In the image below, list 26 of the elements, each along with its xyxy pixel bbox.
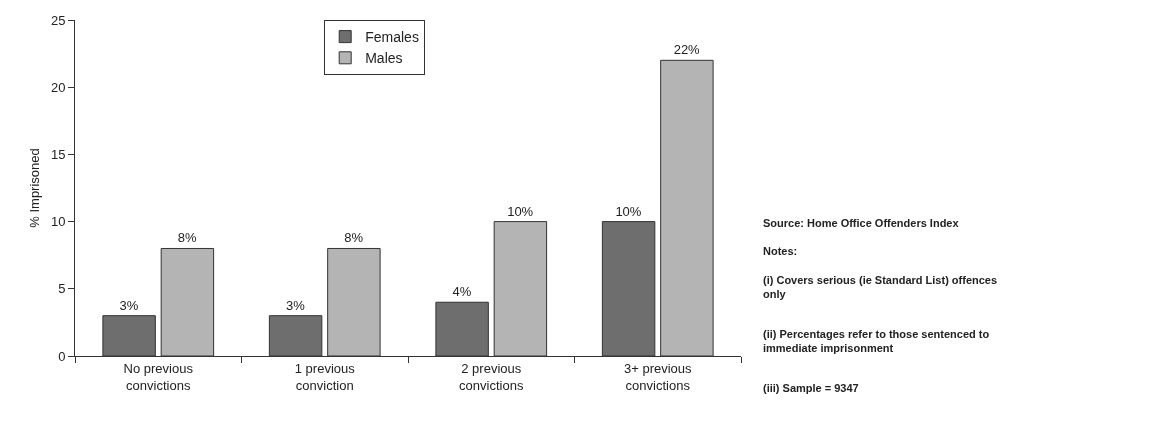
data-label: 3% (119, 297, 139, 313)
x-tick-label: 3+ previous convictions (623, 360, 693, 393)
data-label: 4% (452, 284, 472, 300)
source-note: Source: Home Office Offenders Index (763, 217, 960, 229)
x-tick-label: 2 previous convictions (459, 360, 524, 393)
x-tick-label: No previous convictions (123, 360, 194, 393)
y-tick-label: 0 (58, 348, 66, 364)
data-label: 10% (507, 203, 534, 219)
y-tick-label: 15 (50, 146, 66, 162)
legend-label: Males (365, 50, 403, 67)
text: (i) Covers serious (ie Standard List) offences only (763, 274, 998, 301)
text: (iii) Sample = 9347 (763, 382, 859, 394)
data-label: 10% (615, 203, 642, 219)
y-axis-title: % Imprisoned (27, 148, 42, 228)
y-tick-label: 5 (58, 281, 66, 297)
data-label: 3% (286, 297, 306, 313)
data-label: 8% (177, 230, 197, 246)
data-label: 8% (344, 230, 364, 246)
text: (ii) Percentages refer to those sentenced to immediate imprisonment (763, 328, 990, 355)
y-tick-label: 25 (50, 12, 66, 28)
y-tick-label: 10 (50, 214, 66, 230)
legend-label: Females (365, 29, 419, 46)
data-label: 22% (673, 42, 701, 58)
y-tick-label: 20 (50, 79, 66, 95)
x-tick-label: 1 previous conviction (294, 360, 356, 393)
text: Notes: (763, 245, 798, 257)
